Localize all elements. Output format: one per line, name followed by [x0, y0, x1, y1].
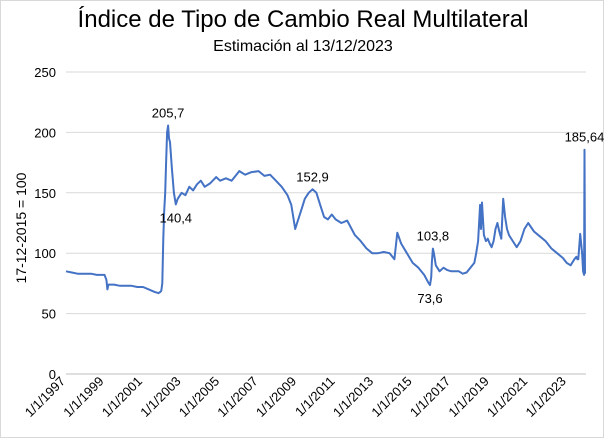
data-label: 185,64	[565, 130, 605, 145]
x-tick-label: 1/1/2007	[214, 374, 260, 420]
x-tick-label: 1/1/2005	[176, 374, 222, 420]
gridlines	[66, 71, 586, 315]
chart-title: Índice de Tipo de Cambio Real Multilater…	[77, 6, 529, 33]
x-tick-label: 1/1/2015	[368, 374, 414, 420]
x-tick-label: 1/1/1997	[22, 374, 68, 420]
y-tick-label: 200	[34, 125, 56, 140]
y-tick-label: 250	[34, 65, 56, 80]
chart-subtitle: Estimación al 13/12/2023	[213, 38, 393, 55]
data-label: 205,7	[152, 106, 185, 121]
x-tick-label: 1/1/2009	[253, 374, 299, 420]
data-label: 152,9	[296, 169, 329, 184]
x-tick-label: 1/1/2017	[407, 374, 453, 420]
y-tick-label: 100	[34, 246, 56, 261]
y-axis-ticks: 0 50 100 150 200 250	[34, 65, 56, 382]
y-tick-label: 0	[49, 367, 56, 382]
x-tick-label: 1/1/2019	[445, 374, 491, 420]
x-tick-label: 1/1/2023	[522, 374, 568, 420]
x-tick-label: 1/1/2021	[484, 374, 530, 420]
annotations: 205,7 140,4 152,9 103,8 73,6 185,64	[152, 106, 605, 307]
y-axis-label: 17-12-2015 = 100	[13, 172, 29, 283]
x-tick-label: 1/1/2013	[330, 374, 376, 420]
data-label: 103,8	[417, 229, 450, 244]
data-label: 73,6	[417, 291, 442, 306]
x-tick-label: 1/1/2003	[137, 374, 183, 420]
x-tick-label: 1/1/2001	[99, 374, 145, 420]
x-tick-label: 1/1/1999	[60, 374, 106, 420]
x-axis-ticks: 1/1/19971/1/19991/1/20011/1/20031/1/2005…	[22, 374, 569, 420]
y-tick-label: 150	[34, 186, 56, 201]
x-tick-label: 1/1/2011	[292, 374, 338, 420]
data-label: 140,4	[160, 210, 193, 225]
y-tick-label: 50	[42, 307, 56, 322]
series-line	[65, 124, 586, 295]
